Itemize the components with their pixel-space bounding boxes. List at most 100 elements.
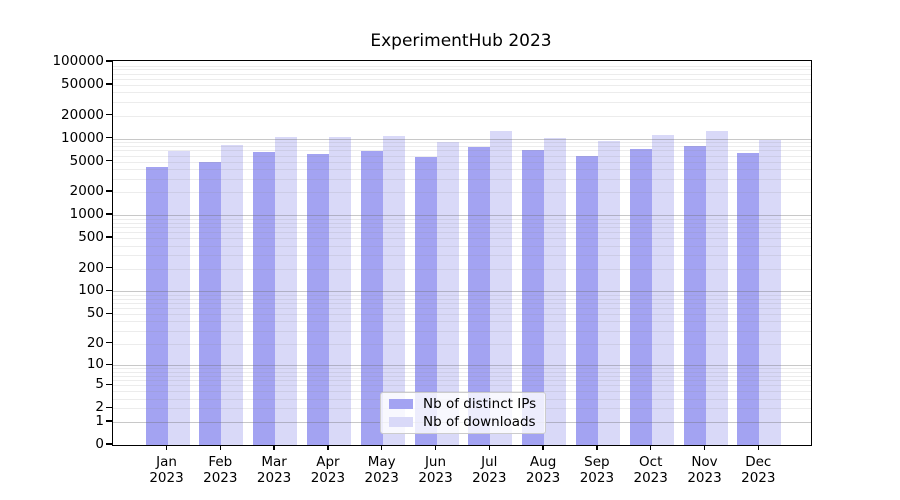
x-tick-month: Nov	[691, 454, 718, 470]
gridline-minor	[113, 380, 811, 382]
gridline-minor	[113, 150, 811, 152]
gridline-minor	[113, 142, 811, 144]
x-tick-label: Dec 2023	[723, 454, 793, 486]
y-tick-label: 20	[86, 334, 104, 351]
x-tick-label: Jul 2023	[454, 454, 524, 486]
gridline-minor	[113, 161, 811, 163]
legend-swatch-downloads	[389, 416, 413, 427]
gridline-minor	[113, 238, 811, 240]
x-tick-year: 2023	[633, 470, 668, 486]
gridline-minor	[113, 385, 811, 387]
y-tick-label: 10000	[61, 129, 104, 146]
gridline-minor	[113, 218, 811, 220]
gridline-minor	[113, 85, 811, 87]
bar-downloads-jun	[436, 142, 459, 445]
legend: Nb of distinct IPs Nb of downloads	[380, 392, 546, 434]
x-tick-year: 2023	[472, 470, 507, 486]
bar-distinct-ips-aug	[522, 150, 545, 445]
x-tick-month: Dec	[745, 454, 772, 470]
gridline-minor	[113, 92, 811, 94]
x-tick-label: Aug 2023	[508, 454, 578, 486]
bar-distinct-ips-nov	[683, 146, 706, 445]
x-tick-year: 2023	[741, 470, 776, 486]
x-tick-month: Mar	[261, 454, 287, 470]
y-tick-label: 100	[78, 282, 104, 299]
y-axis-tick-labels: 0 1 2 5 10 20 50 100 200 500 1000 2000 5000 10000 2000…	[0, 0, 104, 500]
gridline-minor	[113, 368, 811, 370]
gridline-minor	[113, 308, 811, 310]
bar-downloads-jul	[490, 130, 513, 445]
x-tick-year: 2023	[149, 470, 184, 486]
bar-downloads-dec	[759, 139, 782, 445]
x-tick-month: Oct	[639, 454, 663, 470]
gridline-minor	[113, 298, 811, 300]
legend-row-distinct-ips: Nb of distinct IPs	[381, 396, 545, 412]
bar-distinct-ips-feb	[199, 161, 222, 445]
x-tick-label: Jan 2023	[132, 454, 202, 486]
legend-label-downloads: Nb of downloads	[423, 413, 536, 430]
x-tick-year: 2023	[203, 470, 238, 486]
y-tick-label: 2	[95, 399, 104, 416]
gridline-major	[113, 215, 811, 217]
x-tick-label: Nov 2023	[670, 454, 740, 486]
bar-downloads-aug	[544, 137, 567, 445]
gridline-minor	[113, 245, 811, 247]
x-tick-year: 2023	[256, 470, 292, 486]
x-tick-month: Feb	[208, 454, 233, 470]
y-tick-label: 200	[78, 259, 104, 276]
bar-downloads-oct	[651, 135, 674, 445]
gridline-minor	[113, 73, 811, 75]
x-tick-year: 2023	[525, 470, 561, 486]
x-tick-month: Aug	[529, 454, 557, 470]
bar-distinct-ips-dec	[737, 152, 760, 445]
gridline-minor	[113, 371, 811, 373]
legend-swatch-distinct-ips	[389, 399, 413, 410]
gridline-minor	[113, 192, 811, 194]
x-tick-label: May 2023	[347, 454, 417, 486]
legend-row-downloads: Nb of downloads	[381, 414, 545, 430]
gridline-major	[113, 138, 811, 140]
y-tick-label: 500	[78, 229, 104, 246]
bar-distinct-ips-oct	[629, 149, 652, 445]
gridline-minor	[113, 294, 811, 296]
x-tick-month: Apr	[316, 454, 340, 470]
x-tick-month: Sep	[584, 454, 610, 470]
y-tick-label: 5000	[69, 152, 104, 169]
y-tick-label: 10	[86, 356, 104, 373]
x-tick-year: 2023	[418, 470, 453, 486]
bar-downloads-mar	[275, 136, 298, 445]
y-tick-label: 5	[95, 376, 104, 393]
y-tick-label: 100000	[52, 52, 104, 69]
gridline-minor	[113, 232, 811, 234]
gridline-minor	[113, 314, 811, 316]
x-tick-month: Jan	[156, 454, 177, 470]
x-tick-year: 2023	[579, 470, 615, 486]
x-tick-label: Feb 2023	[185, 454, 255, 486]
legend-label-distinct-ips: Nb of distinct IPs	[423, 396, 537, 413]
y-tick-label: 20000	[61, 106, 104, 123]
gridline-minor	[113, 146, 811, 148]
bar-distinct-ips-jan	[145, 167, 168, 445]
bar-downloads-may	[382, 135, 405, 445]
bar-downloads-feb	[221, 145, 244, 445]
x-tick-year: 2023	[364, 470, 399, 486]
x-tick-year: 2023	[687, 470, 722, 486]
gridline-minor	[113, 222, 811, 224]
bar-distinct-ips-may	[360, 150, 383, 445]
bar-downloads-nov	[705, 131, 728, 445]
y-tick-label: 50	[86, 305, 104, 322]
plot-area	[112, 60, 812, 446]
gridline-minor	[113, 178, 811, 180]
chart-title: ExperimentHub 2023	[370, 31, 552, 51]
gridline-minor	[113, 69, 811, 71]
x-tick-label: Oct 2023	[616, 454, 686, 486]
gridline-minor	[113, 391, 811, 393]
gridline-minor	[113, 78, 811, 80]
gridline-minor	[113, 321, 811, 323]
gridline-minor	[113, 102, 811, 104]
bar-downloads-apr	[328, 137, 351, 445]
bar-downloads-sep	[597, 141, 620, 445]
gridline-major	[113, 291, 811, 293]
x-tick-label: Mar 2023	[239, 454, 309, 486]
gridline-minor	[113, 155, 811, 157]
